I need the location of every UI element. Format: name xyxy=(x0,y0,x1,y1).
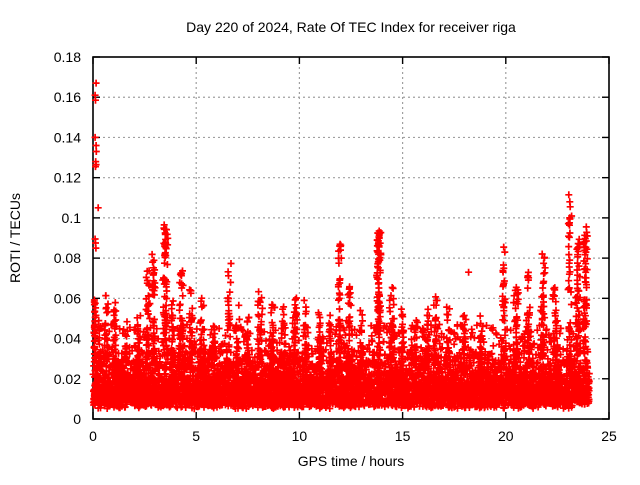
scatter-points xyxy=(89,79,593,413)
y-tick-label: 0.06 xyxy=(54,290,81,306)
y-tick-label: 0.04 xyxy=(54,331,81,347)
chart-title: Day 220 of 2024, Rate Of TEC Index for r… xyxy=(186,19,516,35)
y-tick-label: 0.1 xyxy=(62,210,82,226)
x-tick-labels: 0 5 10 15 20 25 xyxy=(89,428,617,444)
y-tick-labels: 0 0.02 0.04 0.06 0.08 0.1 0.12 0.14 0.16 0.18 xyxy=(54,49,81,427)
x-tick-label: 5 xyxy=(192,428,200,444)
plot-frame xyxy=(92,56,610,420)
x-tick-label: 20 xyxy=(498,428,514,444)
x-tick-label: 0 xyxy=(89,428,97,444)
x-tick-label: 15 xyxy=(395,428,411,444)
y-axis-label: ROTI / TECUs xyxy=(7,193,23,283)
y-tick-label: 0.16 xyxy=(54,89,81,105)
x-axis-label: GPS time / hours xyxy=(298,453,405,469)
x-tick-label: 10 xyxy=(292,428,308,444)
y-tick-label: 0.14 xyxy=(54,129,81,145)
gridlines xyxy=(93,57,609,419)
y-tick-label: 0.02 xyxy=(54,371,81,387)
y-tick-label: 0.12 xyxy=(54,170,81,186)
y-tick-label: 0 xyxy=(73,411,81,427)
y-tick-label: 0.08 xyxy=(54,250,81,266)
y-tick-label: 0.18 xyxy=(54,49,81,65)
x-tick-label: 25 xyxy=(601,428,617,444)
